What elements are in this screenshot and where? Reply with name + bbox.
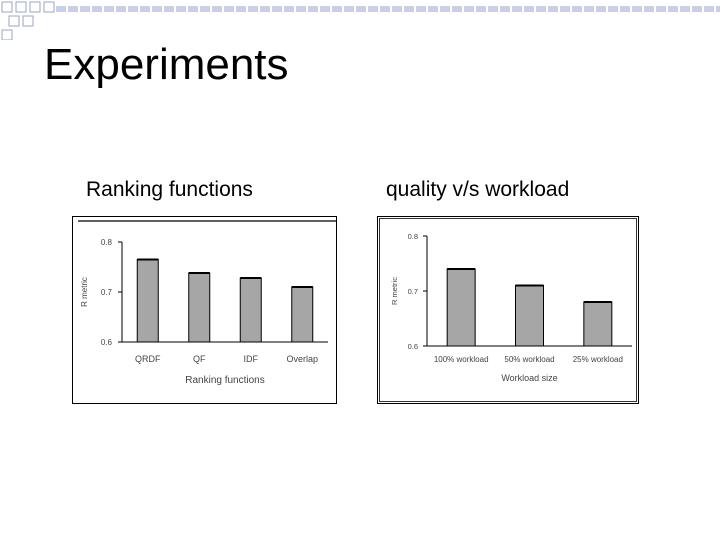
template-decoration [1, 1, 720, 40]
x-axis-label: Workload size [501, 373, 557, 383]
left-chart-heading: Ranking functions [86, 178, 253, 201]
bar-idf [239, 277, 262, 343]
y-axis-label: R metric [80, 277, 89, 307]
deco-square [8, 15, 20, 27]
workload-chart-svg: 0.6 0.7 0.8 100% workload 50% workload 25% wo… [377, 216, 639, 404]
y-tick-label: 0.8 [408, 232, 418, 241]
category-label: QF [193, 354, 206, 364]
y-axis-label: R metric [390, 277, 399, 305]
chart-frame-inner-border [379, 218, 637, 402]
deco-square [15, 1, 27, 13]
bar-50-workload [515, 285, 544, 347]
category-label: IDF [244, 354, 259, 364]
bar-qrdf [136, 259, 159, 343]
category-label: 100% workload [434, 355, 489, 364]
deco-square [1, 29, 13, 40]
deco-square [1, 1, 13, 13]
bar-qf [188, 272, 211, 343]
category-label: Overlap [286, 354, 318, 364]
bar-overlap [291, 286, 314, 343]
y-tick-label: 0.7 [101, 288, 113, 297]
y-tick-label: 0.7 [408, 287, 418, 296]
x-axis-label: Ranking functions [185, 375, 265, 386]
right-chart-heading: quality v/s workload [386, 178, 570, 201]
workload-chart: 0.6 0.7 0.8 100% workload 50% workload 25% wo… [377, 216, 639, 404]
deco-square [43, 1, 55, 13]
category-label: 50% workload [504, 355, 554, 364]
ranking-functions-chart: 0.6 0.7 0.8 QRDF QF IDF Overlap Ranking functio… [72, 216, 337, 404]
y-tick-label: 0.6 [101, 338, 113, 347]
y-tick-label: 0.6 [408, 342, 418, 351]
bar-100-workload [446, 268, 476, 347]
y-tick-label: 0.8 [101, 238, 113, 247]
ranking-functions-chart-svg: 0.6 0.7 0.8 QRDF QF IDF Overlap Ranking functio… [72, 216, 337, 404]
deco-square [29, 1, 41, 13]
category-label: 25% workload [573, 355, 623, 364]
bar-25-workload [583, 301, 613, 347]
slide-title: Experiments [44, 40, 289, 89]
category-label: QRDF [135, 354, 161, 364]
deco-square [22, 15, 34, 27]
